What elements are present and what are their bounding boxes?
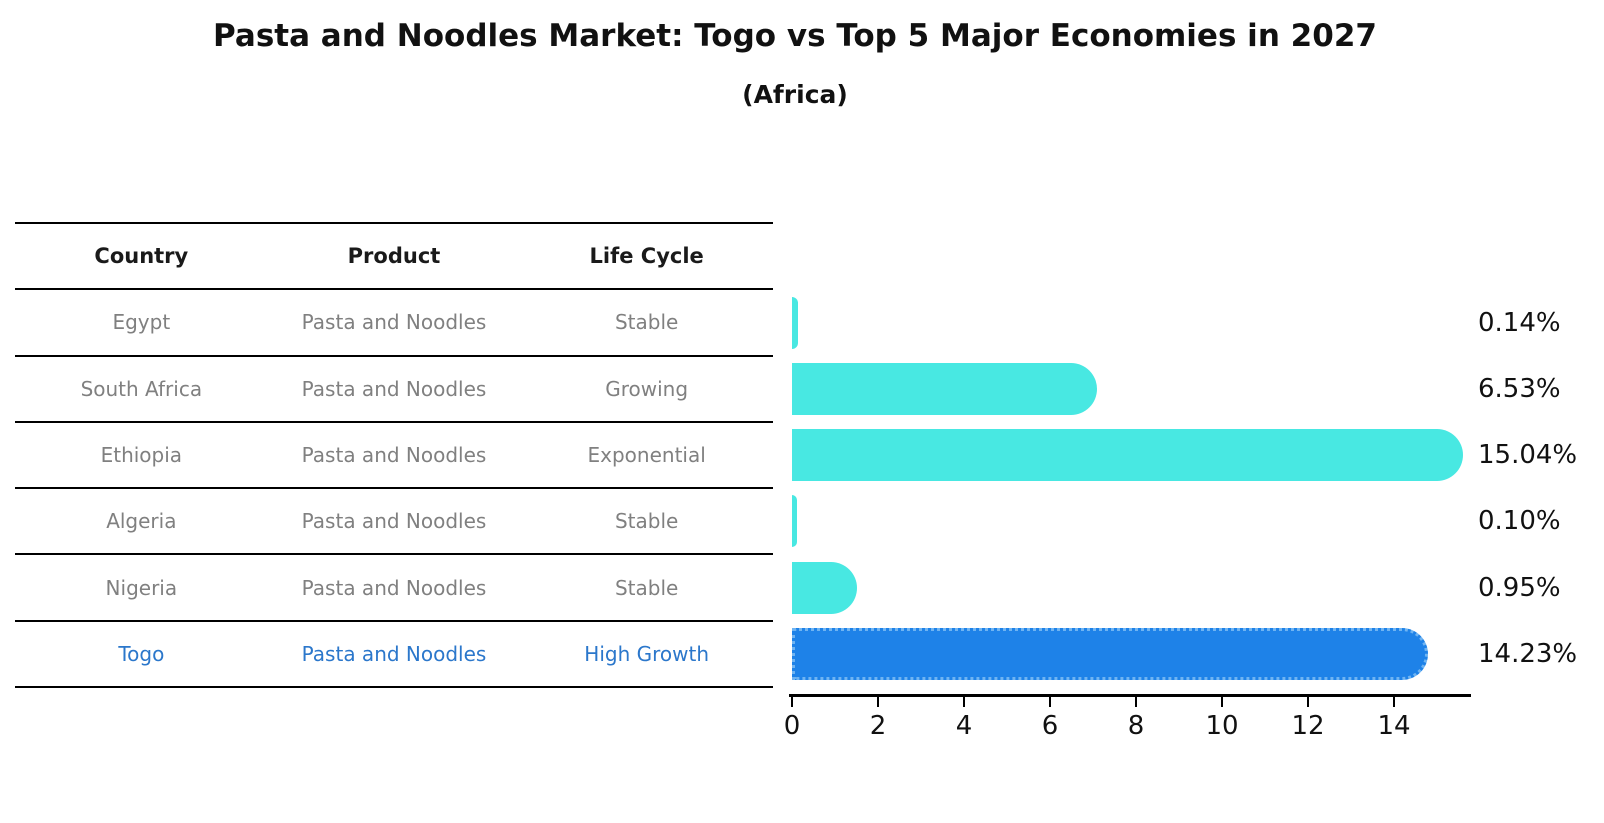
x-tick xyxy=(1049,697,1051,707)
bar-value-label-egypt: 0.14% xyxy=(1478,307,1561,338)
x-tick-label: 0 xyxy=(783,711,801,741)
cell-product: Pasta and Noodles xyxy=(301,641,487,666)
cell-country: Nigeria xyxy=(105,575,178,600)
x-tick-label: 6 xyxy=(1041,711,1059,741)
table-row-south-africa: South Africa Pasta and Noodles Growing xyxy=(15,354,773,421)
x-tick-label: 10 xyxy=(1205,711,1239,741)
bar-egypt xyxy=(792,296,799,349)
cell-product: Pasta and Noodles xyxy=(301,443,487,468)
cell-life-cycle: Stable xyxy=(614,509,679,534)
bar-value-label-south-africa: 6.53% xyxy=(1478,373,1561,404)
bar-nigeria xyxy=(792,561,857,614)
x-tick xyxy=(1135,697,1137,707)
bar-togo xyxy=(792,628,1428,680)
cell-product: Pasta and Noodles xyxy=(301,575,487,600)
header-life-cycle: Life Cycle xyxy=(589,244,704,269)
table-row-nigeria: Nigeria Pasta and Noodles Stable xyxy=(15,553,773,619)
country-table: Country Product Life Cycle Egypt Pasta an… xyxy=(15,222,773,689)
chart-subtitle: (Africa) xyxy=(742,80,848,109)
x-tick-label: 14 xyxy=(1377,711,1411,741)
x-tick xyxy=(1221,697,1223,707)
bar-algeria xyxy=(792,495,797,548)
table-row-ethiopia: Ethiopia Pasta and Noodles Exponential xyxy=(15,420,773,487)
bar-value-label-togo: 14.23% xyxy=(1478,639,1578,669)
table-row-togo: Togo Pasta and Noodles High Growth xyxy=(15,619,773,686)
cell-life-cycle: Growing xyxy=(605,376,689,401)
cell-country: Ethiopia xyxy=(100,443,183,468)
x-axis-line xyxy=(789,694,1472,697)
table-header-row: Country Product Life Cycle xyxy=(15,222,773,288)
x-tick xyxy=(791,697,793,707)
cell-life-cycle: Stable xyxy=(614,310,679,335)
bar-ethiopia xyxy=(792,429,1463,482)
cell-product: Pasta and Noodles xyxy=(301,310,487,335)
x-tick xyxy=(963,697,965,707)
bar-value-label-ethiopia: 15.04% xyxy=(1478,440,1578,471)
chart-title: Pasta and Noodles Market: Togo vs Top 5 … xyxy=(213,18,1377,54)
cell-life-cycle: Stable xyxy=(614,575,679,600)
x-tick xyxy=(877,697,879,707)
cell-life-cycle: Exponential xyxy=(587,443,706,468)
table-row-algeria: Algeria Pasta and Noodles Stable xyxy=(15,487,773,553)
cell-life-cycle: High Growth xyxy=(584,641,710,666)
cell-country: Egypt xyxy=(112,310,171,335)
cell-product: Pasta and Noodles xyxy=(301,509,487,534)
x-tick-label: 12 xyxy=(1291,711,1325,741)
cell-country: South Africa xyxy=(80,376,203,401)
bar-south-africa xyxy=(792,362,1097,415)
cell-country: Togo xyxy=(118,641,165,666)
x-tick-label: 4 xyxy=(955,711,973,741)
bar-value-label-nigeria: 0.95% xyxy=(1478,572,1561,603)
header-country: Country xyxy=(94,244,189,269)
x-tick xyxy=(1307,697,1309,707)
x-tick-label: 2 xyxy=(869,711,887,741)
header-product: Product xyxy=(347,244,441,269)
bar-value-label-algeria: 0.10% xyxy=(1478,506,1561,537)
cell-country: Algeria xyxy=(106,509,177,534)
cell-product: Pasta and Noodles xyxy=(301,376,487,401)
x-tick xyxy=(1393,697,1395,707)
table-row-egypt: Egypt Pasta and Noodles Stable xyxy=(15,288,773,354)
x-tick-label: 8 xyxy=(1127,711,1145,741)
